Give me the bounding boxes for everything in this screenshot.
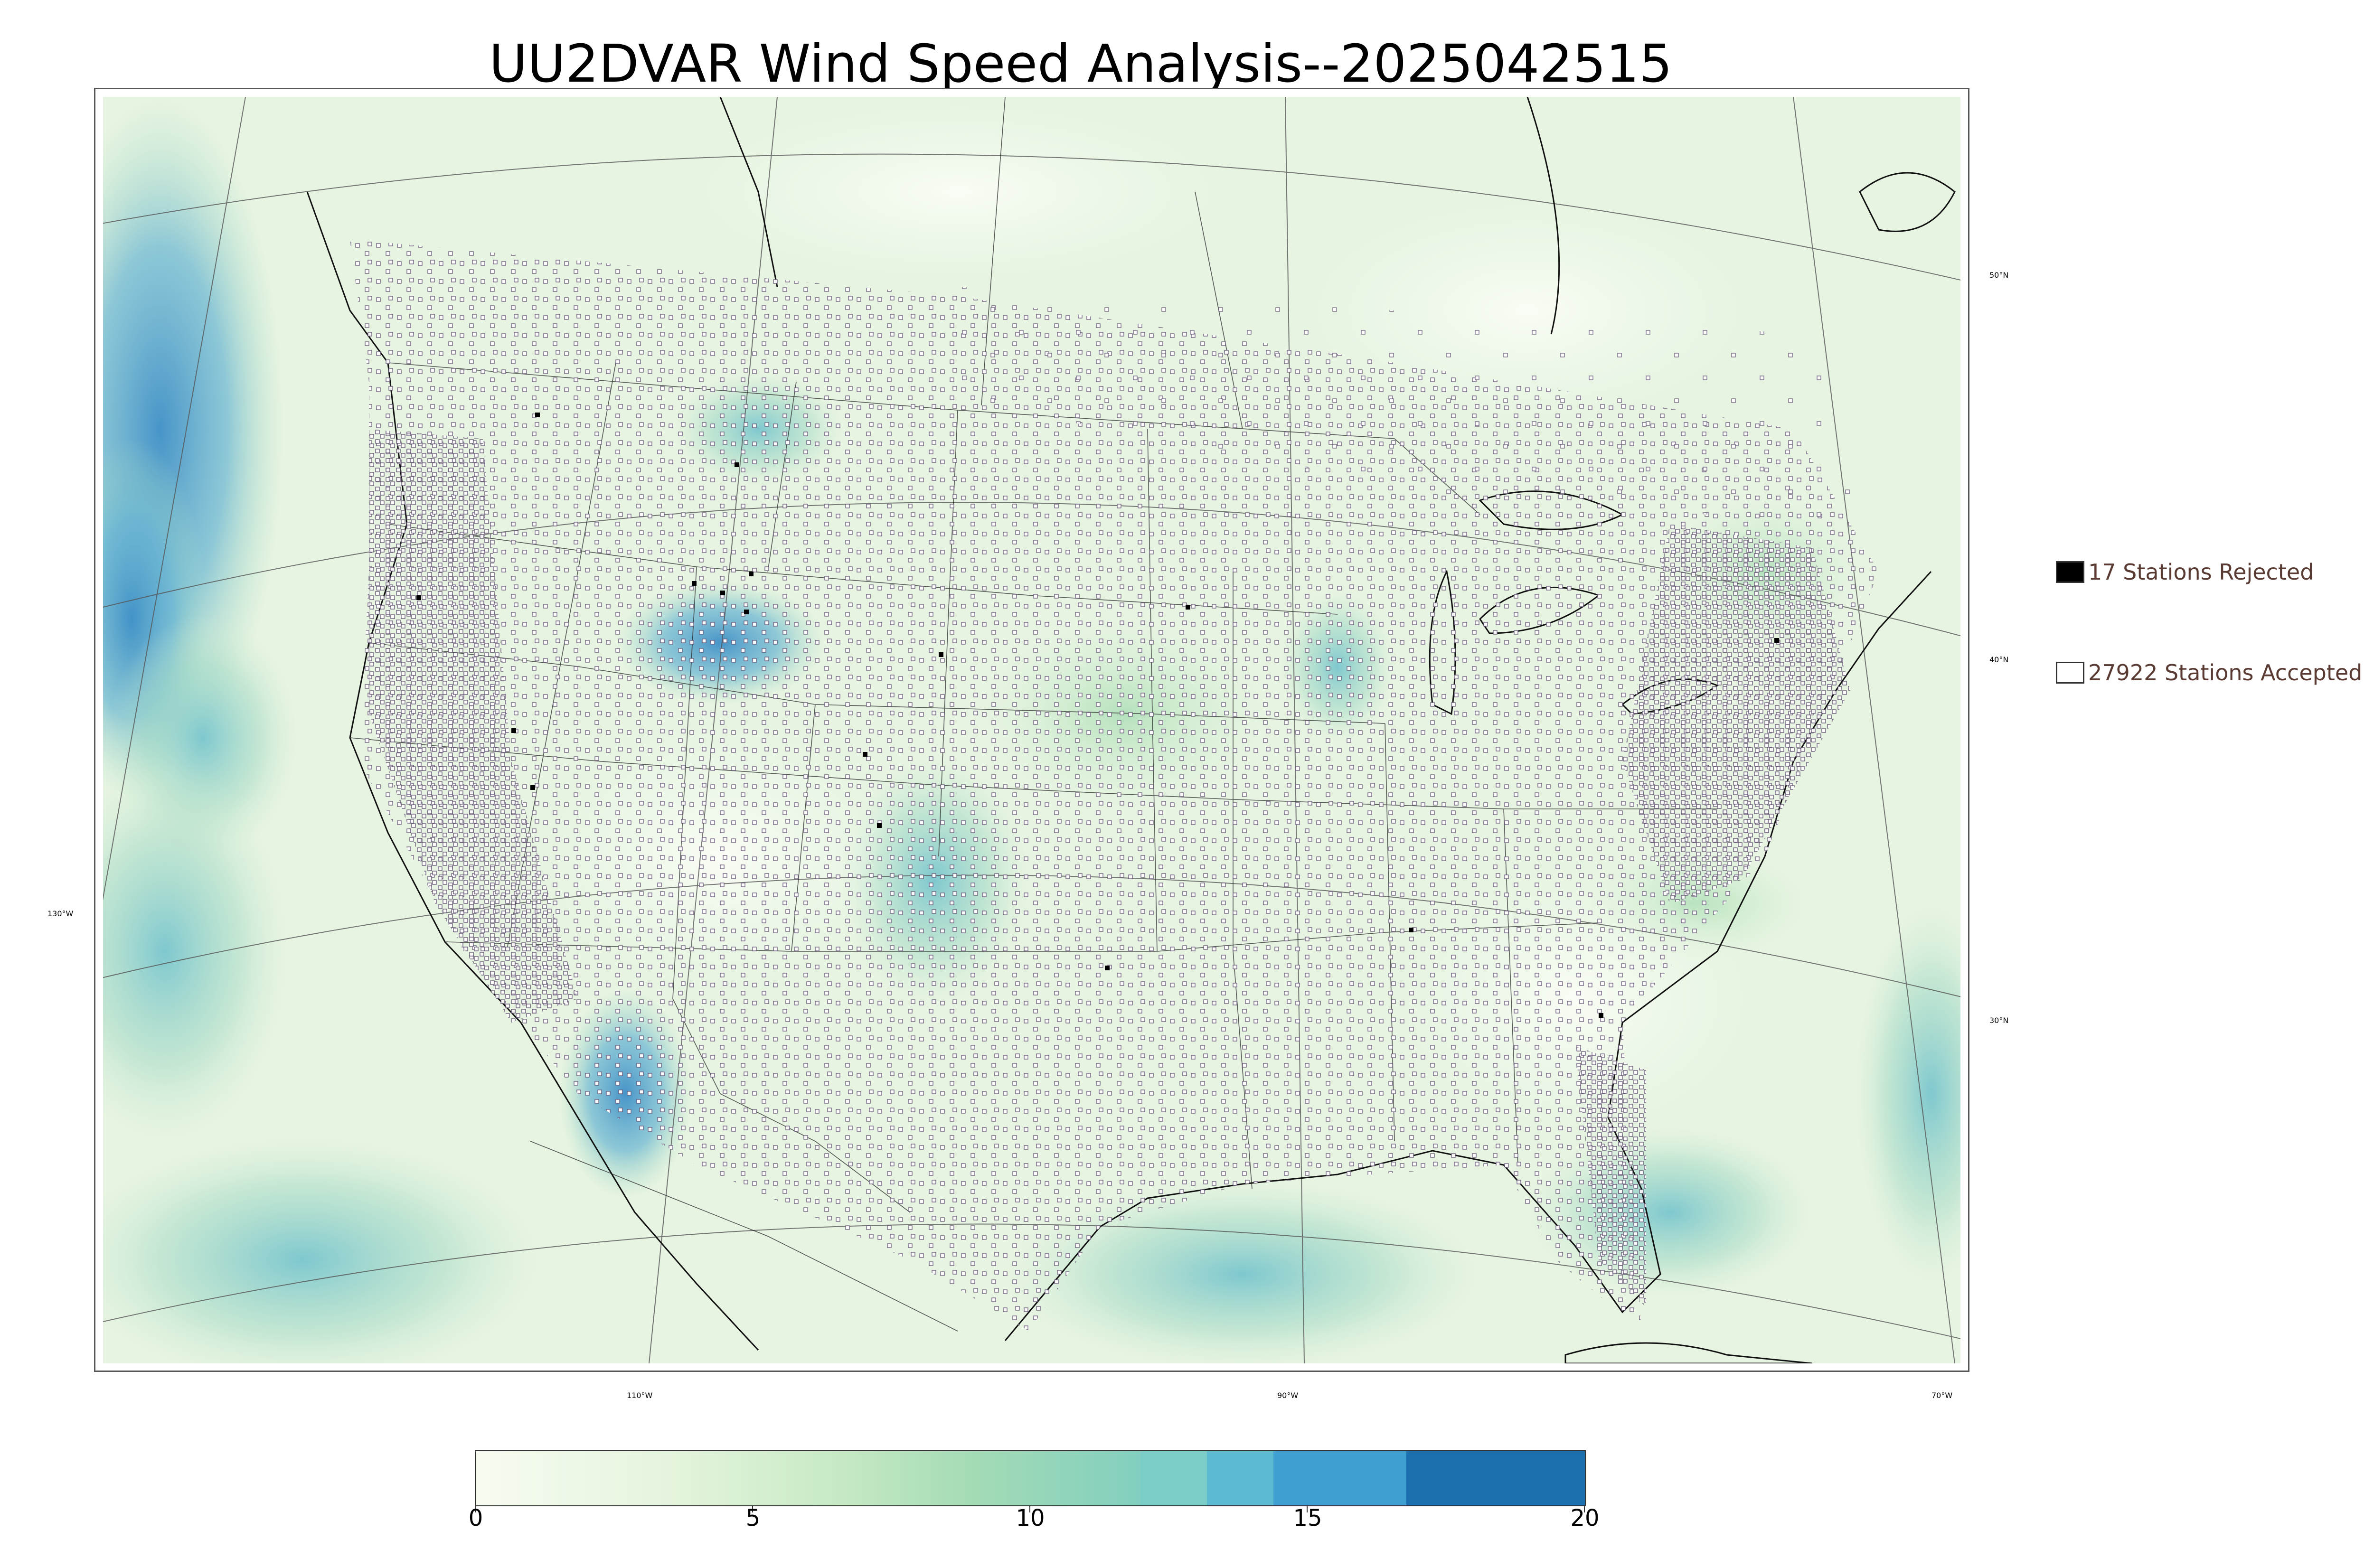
- lon-90-label: 90°W: [1277, 1391, 1299, 1400]
- lon-70-label: 70°W: [1931, 1391, 1953, 1400]
- colorbar-gradient: [476, 1451, 1140, 1505]
- lon-110-label: 110°W: [627, 1391, 653, 1400]
- wind-speed-colorbar: [475, 1450, 1586, 1506]
- colorbar-label-5: 5: [745, 1505, 761, 1531]
- colorbar-band-3: [1273, 1451, 1406, 1505]
- lat-50-label: 50°N: [1989, 271, 2009, 280]
- colorbar-band-4: [1406, 1451, 1585, 1505]
- lat-40-label: 40°N: [1989, 655, 2009, 664]
- colorbar-label-15: 15: [1293, 1505, 1322, 1531]
- colorbar-tick: [752, 1506, 753, 1512]
- legend-rejected: 17 Stations Rejected: [2056, 559, 2314, 585]
- accepted-label: 27922 Stations Accepted: [2088, 660, 2363, 685]
- rejected-label: 17 Stations Rejected: [2088, 559, 2314, 585]
- colorbar-label-20: 20: [1570, 1505, 1600, 1531]
- accepted-swatch: [2056, 662, 2084, 684]
- colorbar-tick: [1307, 1506, 1308, 1512]
- lon-130-label: 130°W: [47, 909, 74, 918]
- colorbar-tick: [475, 1506, 476, 1512]
- colorbar-band-2: [1207, 1451, 1273, 1505]
- colorbar-label-0: 0: [468, 1505, 483, 1531]
- colorbar-tick: [1584, 1506, 1585, 1512]
- rejected-swatch: [2056, 561, 2084, 583]
- map-frame[interactable]: [94, 88, 1969, 1372]
- map-svg: [103, 97, 1960, 1363]
- colorbar-tick: [1029, 1506, 1030, 1512]
- colorbar-band-1: [1140, 1451, 1207, 1505]
- colorbar-label-10: 10: [1016, 1505, 1045, 1531]
- lat-30-label: 30°N: [1989, 1016, 2009, 1025]
- wind-speed-map[interactable]: [103, 97, 1960, 1363]
- map-title: UU2DVAR Wind Speed Analysis--2025042515: [489, 33, 1673, 94]
- legend-accepted: 27922 Stations Accepted: [2056, 660, 2362, 685]
